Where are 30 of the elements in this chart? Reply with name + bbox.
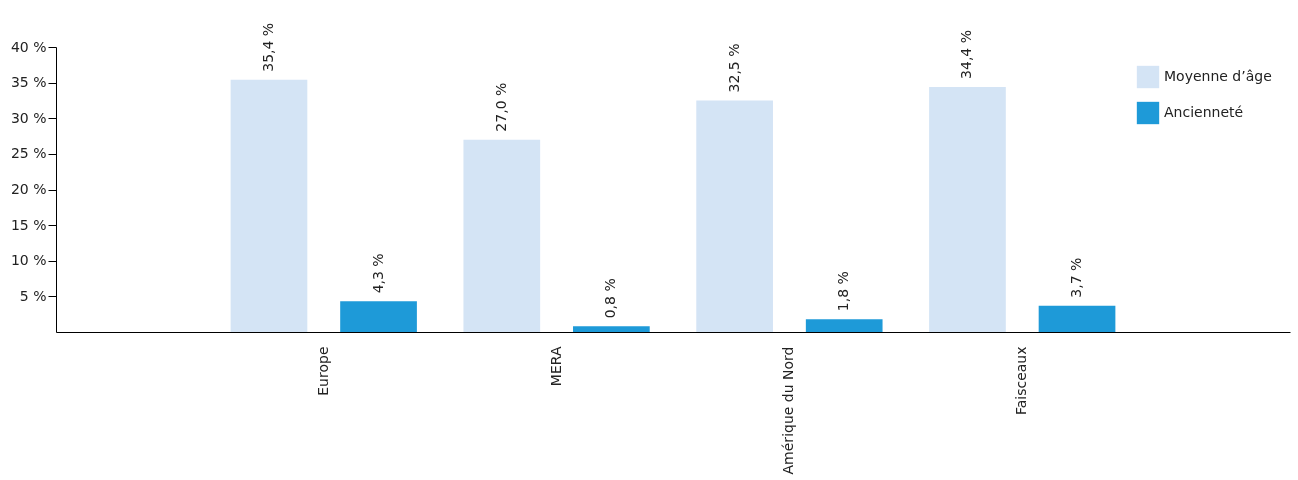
y-tick-label: 15 % <box>10 216 47 233</box>
legend-label: Moyenne d’âge <box>1164 68 1272 84</box>
y-tick-label: 30 % <box>10 109 47 126</box>
data-label: 27,0 % <box>492 82 509 132</box>
legend-label: Ancienneté <box>1164 104 1244 120</box>
y-tick-label: 10 % <box>10 252 47 269</box>
bar <box>463 139 541 332</box>
bar <box>230 79 308 332</box>
y-tick-label: 5 % <box>19 287 47 304</box>
bar <box>696 100 773 332</box>
data-label: 1,8 % <box>835 271 852 312</box>
bar <box>1038 305 1116 332</box>
bar <box>573 326 650 332</box>
y-tick-label: 35 % <box>10 74 47 91</box>
x-tick-label: Europe <box>314 346 331 396</box>
bar <box>805 319 883 332</box>
bar <box>929 86 1006 332</box>
data-label: 3,7 % <box>1068 257 1085 298</box>
x-tick-label: Amérique du Nord <box>780 346 797 475</box>
y-tick-label: 40 % <box>10 38 47 55</box>
data-label: 0,8 % <box>602 278 619 319</box>
bar <box>340 301 417 332</box>
data-label: 34,4 % <box>958 29 975 79</box>
data-label: 35,4 % <box>259 22 276 72</box>
data-label: 4,3 % <box>369 253 386 294</box>
y-tick-label: 25 % <box>10 145 47 162</box>
y-tick-label: 20 % <box>10 181 47 197</box>
x-tick-label: MERA <box>547 346 564 387</box>
data-label: 32,5 % <box>725 43 742 93</box>
x-tick-label: Faisceaux <box>1013 346 1030 416</box>
